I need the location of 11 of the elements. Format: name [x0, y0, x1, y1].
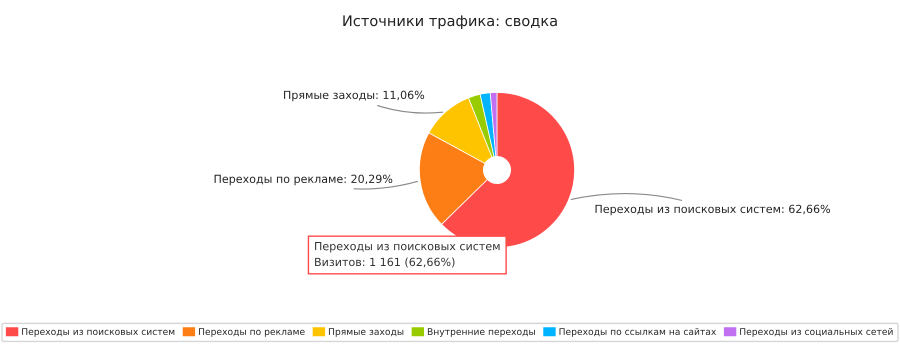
data-label: Прямые заходы: 11,06%: [284, 90, 424, 102]
text: Переходы из поисковых систем Визитов: 1 161 (62,66%): [315, 242, 500, 268]
legend-label: Прямые заходы: [328, 328, 404, 337]
data-label: Переходы по рекламе: 20,29%: [214, 174, 392, 186]
data-label: Переходы из поисковых систем: 62,66%: [596, 204, 830, 216]
legend-label: Переходы по рекламе: [198, 328, 305, 337]
chart-title: Источники трафика: сводка: [343, 15, 557, 30]
legend-label: Переходы из поисковых систем: [22, 328, 174, 337]
legend-label: Переходы из социальных сетей: [740, 328, 893, 337]
legend-label: Внутренние переходы: [428, 328, 535, 337]
legend-label: Переходы по ссылкам на сайтах: [560, 328, 716, 337]
